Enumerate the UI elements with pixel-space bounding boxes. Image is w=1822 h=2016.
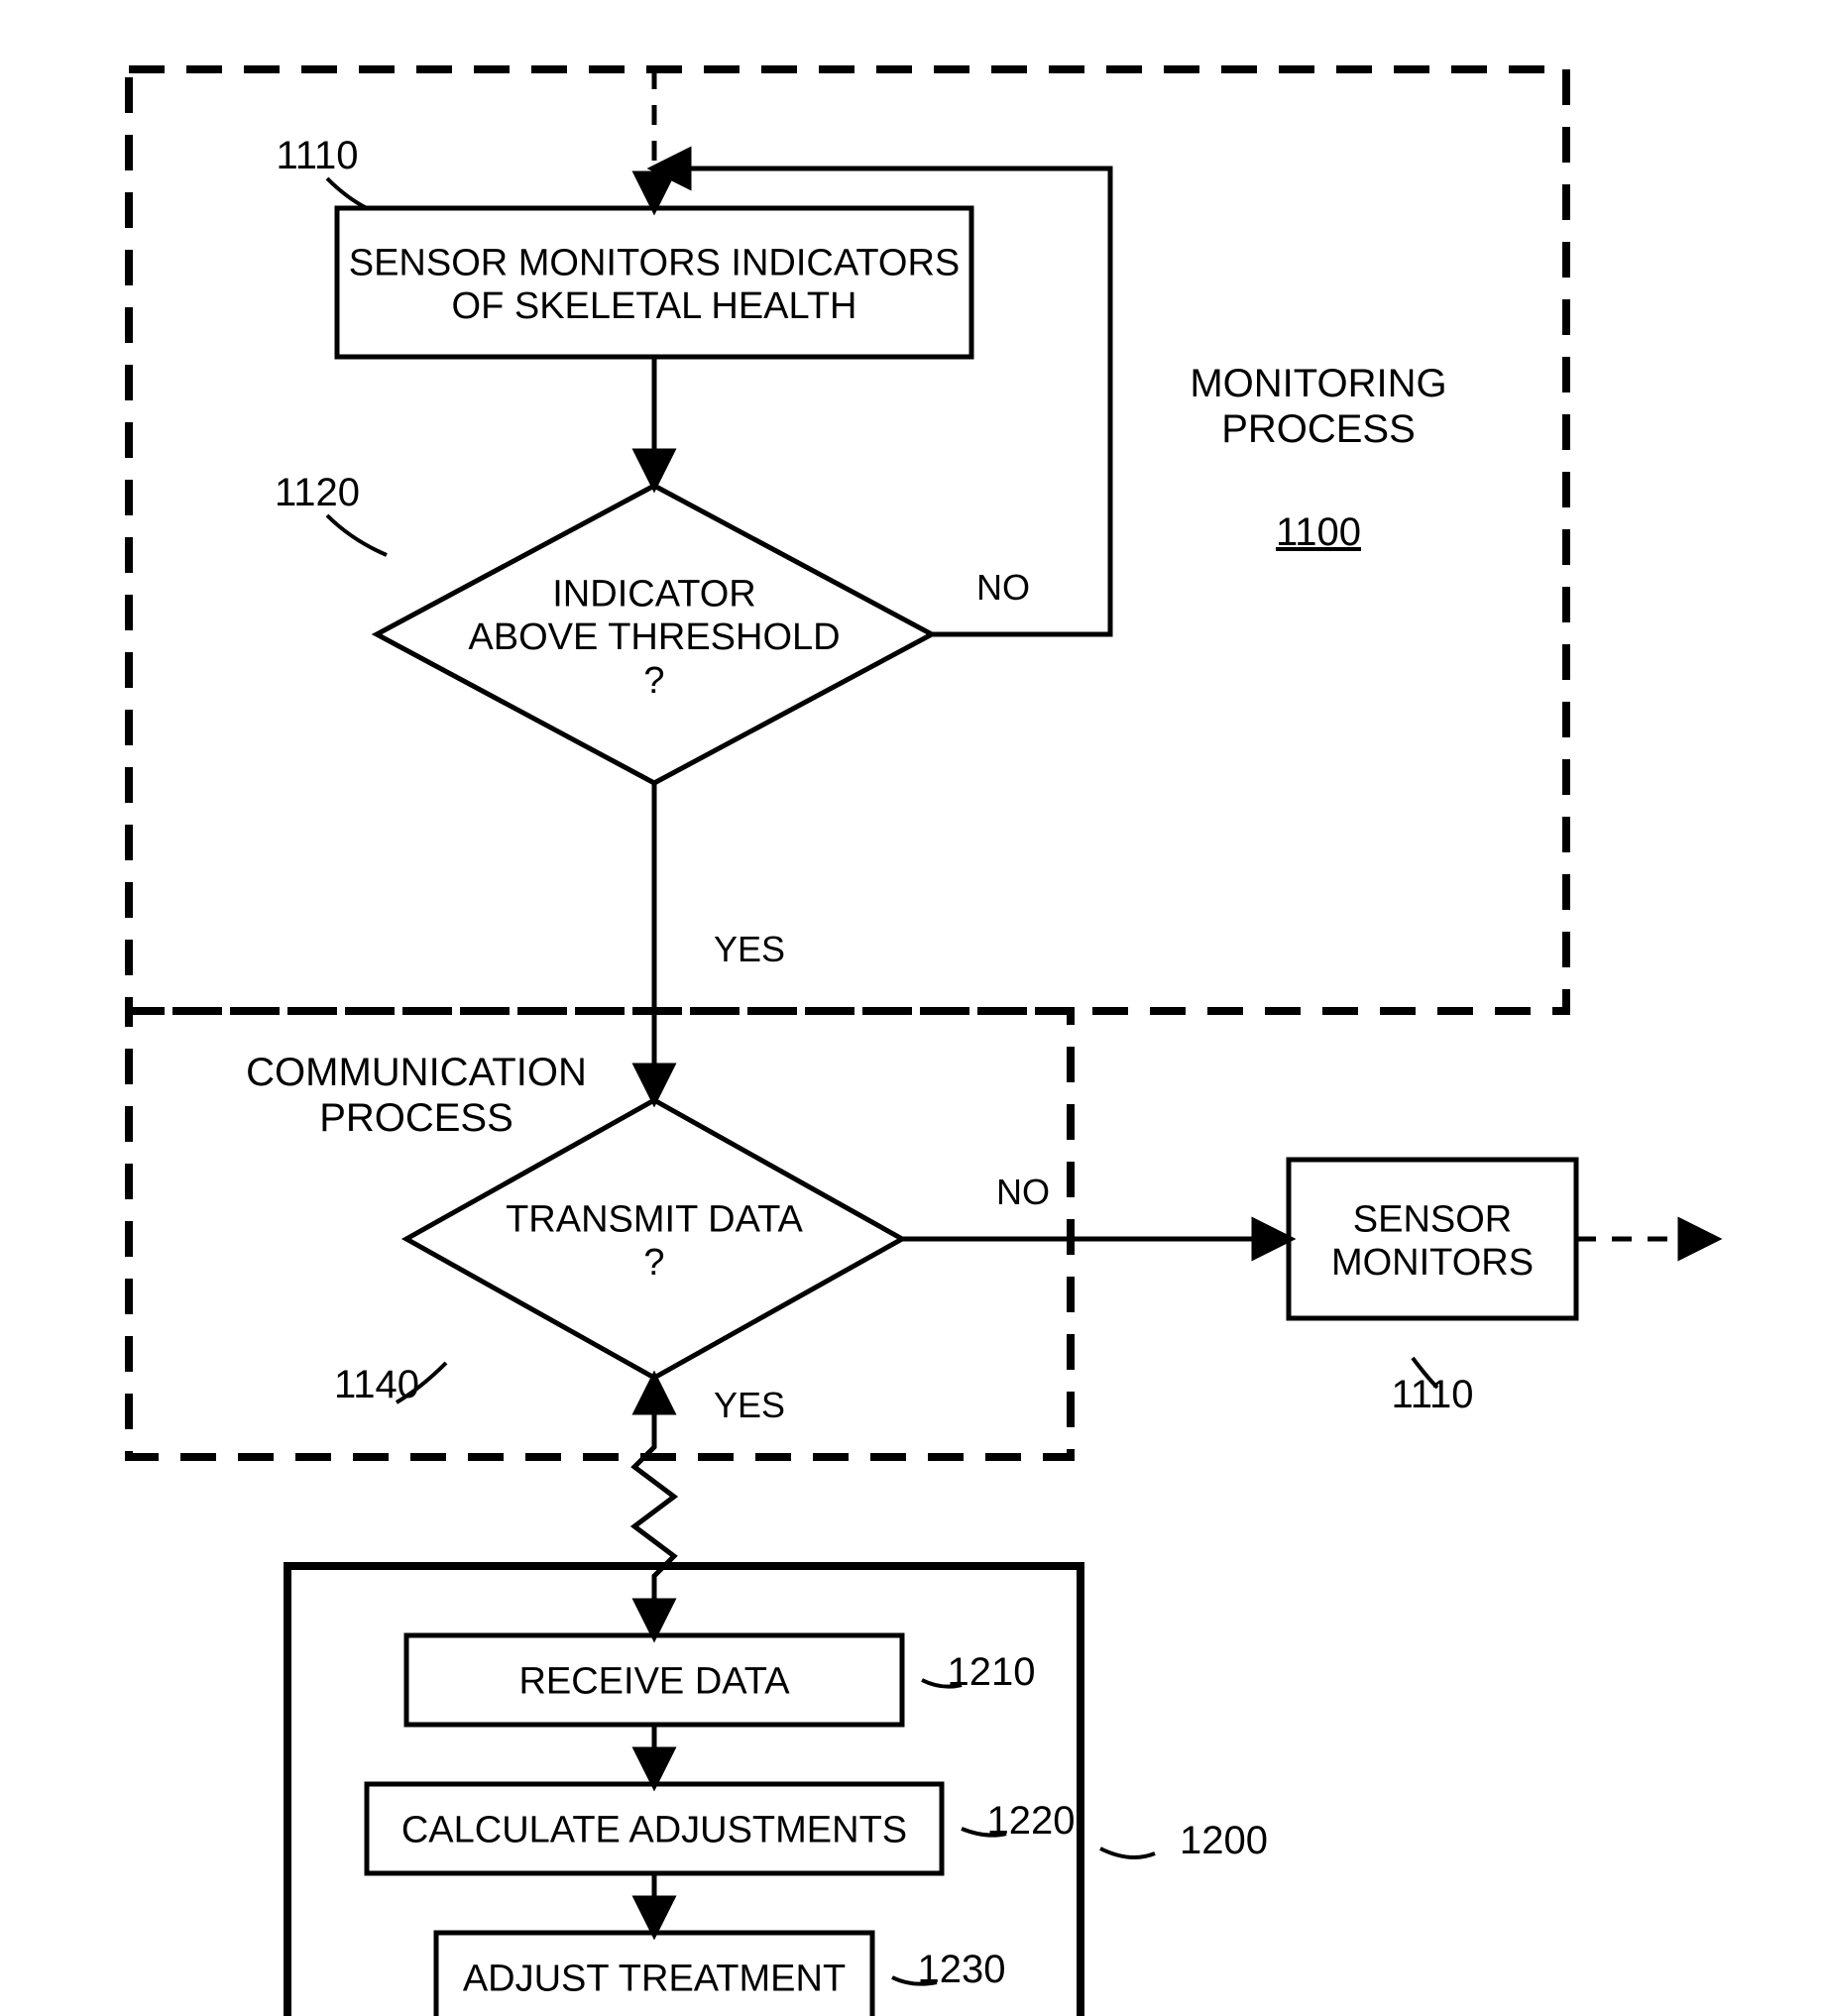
svg-text:1100: 1100 <box>1276 510 1361 554</box>
svg-text:NO: NO <box>976 567 1030 608</box>
svg-text:NO: NO <box>996 1172 1050 1212</box>
svg-text:1120: 1120 <box>275 471 360 514</box>
svg-text:1110: 1110 <box>1391 1373 1473 1416</box>
svg-text:1110: 1110 <box>276 134 358 177</box>
svg-text:1140: 1140 <box>334 1363 419 1406</box>
svg-text:COMMUNICATIONPROCESS: COMMUNICATIONPROCESS <box>246 1051 587 1140</box>
svg-text:1210: 1210 <box>948 1650 1036 1694</box>
svg-text:1200: 1200 <box>1180 1819 1268 1862</box>
svg-text:SENSORMONITORS: SENSORMONITORS <box>1331 1198 1534 1284</box>
svg-text:YES: YES <box>714 929 785 969</box>
svg-text:ADJUST TREATMENT: ADJUST TREATMENT <box>463 1958 846 1999</box>
svg-text:MONITORINGPROCESS: MONITORINGPROCESS <box>1190 362 1446 451</box>
svg-text:YES: YES <box>714 1385 785 1425</box>
svg-text:CALCULATE ADJUSTMENTS: CALCULATE ADJUSTMENTS <box>401 1809 907 1850</box>
svg-text:RECEIVE DATA: RECEIVE DATA <box>518 1660 790 1702</box>
